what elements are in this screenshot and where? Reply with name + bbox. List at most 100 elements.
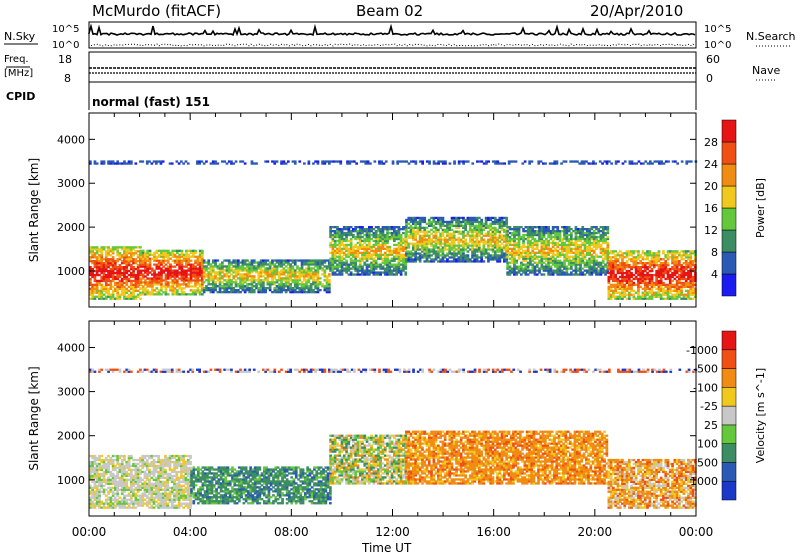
echo-cell <box>89 267 92 271</box>
echo-cell <box>381 228 385 231</box>
echo-cell <box>493 230 497 233</box>
echo-cell <box>489 218 493 222</box>
echo-cell <box>198 267 202 270</box>
echo-cell <box>298 291 302 294</box>
echo-cell <box>93 266 97 269</box>
echo-cell <box>648 291 652 294</box>
echo-cell <box>383 261 387 264</box>
echo-cell <box>383 233 387 237</box>
echo-cell <box>211 285 215 288</box>
echo-cell <box>427 224 431 227</box>
echo-cell <box>414 250 417 253</box>
echo-cell <box>268 261 272 264</box>
echo-cell <box>134 275 138 279</box>
echo-cell <box>673 254 677 257</box>
echo-cell <box>414 258 417 261</box>
echo-cell <box>381 243 385 247</box>
echo-cell <box>556 235 560 239</box>
echo-cell <box>487 256 490 259</box>
echo-cell <box>114 266 117 269</box>
echo-cell <box>358 259 362 262</box>
echo-cell <box>196 257 200 260</box>
echo-cell <box>574 267 578 270</box>
echo-cell <box>191 249 195 252</box>
echo-cell <box>540 237 544 241</box>
echo-cell <box>255 267 258 270</box>
echo-cell <box>675 267 679 271</box>
echo-cell <box>312 291 315 294</box>
echo-cell <box>232 277 236 280</box>
echo-cell <box>178 261 181 264</box>
echo-cell <box>104 297 108 300</box>
echo-cell <box>141 269 145 272</box>
echo-cell <box>524 253 528 256</box>
echo-cell <box>478 256 481 259</box>
echo-cell <box>368 255 371 258</box>
echo-cell <box>214 162 217 165</box>
echo-cell <box>657 254 661 257</box>
echo-cell <box>354 237 357 241</box>
echo-cell <box>250 281 254 284</box>
echo-cell <box>259 285 263 288</box>
echo-cell <box>441 250 445 253</box>
echo-cell <box>405 254 408 257</box>
echo-cell <box>535 247 539 250</box>
echo-cell <box>405 232 408 235</box>
echo-cell <box>407 260 411 263</box>
echo-cell <box>323 287 327 290</box>
echo-cell <box>120 279 124 283</box>
echo-cell <box>659 289 663 292</box>
echo-cell <box>365 235 369 239</box>
echo-cell <box>132 267 135 271</box>
echo-cell <box>673 285 677 288</box>
echo-cell <box>102 262 106 265</box>
echo-cell <box>180 253 184 256</box>
echo-cell <box>178 273 181 276</box>
echo-cell <box>531 267 535 270</box>
echo-cell <box>368 233 371 237</box>
echo-cell <box>657 275 661 279</box>
echo-cell <box>397 228 401 231</box>
echo-cell <box>607 262 611 265</box>
echo-cell <box>493 256 497 259</box>
echo-cell <box>450 238 454 241</box>
echo-cell <box>533 251 537 254</box>
echo-cell <box>363 255 367 258</box>
echo-cell <box>262 263 265 266</box>
echo-cell <box>572 273 575 276</box>
echo-cell <box>643 273 647 277</box>
echo-cell <box>252 265 256 268</box>
echo-cell <box>682 262 686 265</box>
echo-cell <box>259 273 263 276</box>
echo-cell <box>558 239 562 243</box>
echo-cell <box>377 235 380 239</box>
echo-cell <box>111 295 115 298</box>
echo-cell <box>500 254 504 257</box>
echo-cell <box>437 220 440 224</box>
echo-cell <box>214 289 217 292</box>
echo-cell <box>345 245 348 249</box>
echo-cell <box>132 289 135 292</box>
echo-cell <box>134 287 138 290</box>
echo-cell <box>257 261 261 264</box>
echo-cell <box>570 241 573 245</box>
echo-cell <box>372 271 376 274</box>
echo-cell <box>430 216 433 220</box>
echo-cell <box>549 249 553 252</box>
echo-cell <box>533 231 537 235</box>
echo-cell <box>123 252 126 255</box>
echo-cell <box>592 259 596 262</box>
echo-cell <box>489 232 493 235</box>
echo-cell <box>515 259 519 262</box>
echo-cell <box>623 287 627 290</box>
echo-cell <box>482 162 486 165</box>
echo-cell <box>662 250 665 253</box>
echo-cell <box>325 287 329 290</box>
echo-cell <box>300 271 304 274</box>
echo-cell <box>282 289 286 292</box>
echo-cell <box>588 265 591 268</box>
echo-cell <box>336 243 339 247</box>
echo-cell <box>659 275 663 279</box>
echo-cell <box>538 235 541 239</box>
echo-cell <box>650 293 654 296</box>
